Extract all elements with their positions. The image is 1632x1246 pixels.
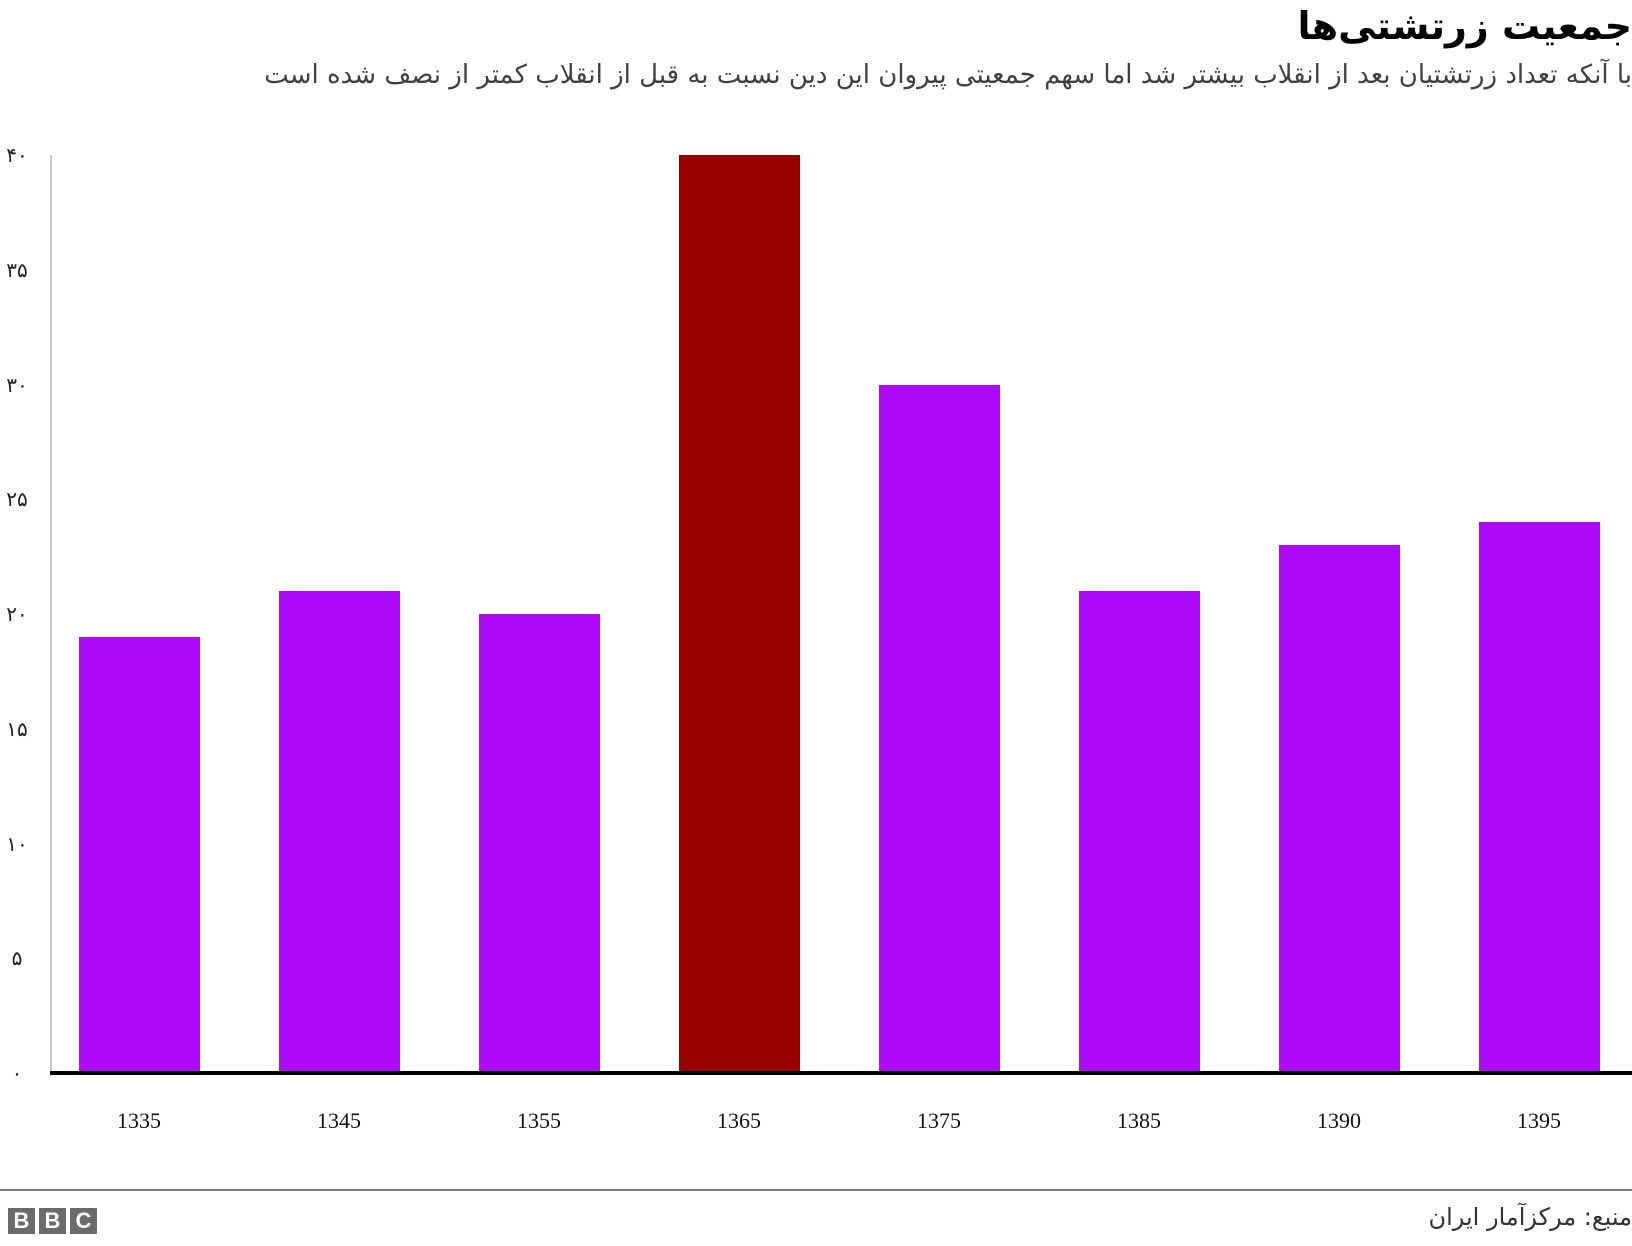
x-tick-label: 1365 (717, 1108, 761, 1133)
x-tick-label: 1345 (317, 1108, 361, 1133)
bar-1345 (278, 591, 400, 1073)
y-tick-label: ۵ (11, 946, 23, 971)
x-tick-label: 1375 (917, 1108, 961, 1133)
y-tick-label: ۱۰ (6, 831, 28, 856)
x-axis-baseline (50, 1071, 1632, 1075)
y-tick-label: ۰ (11, 1061, 23, 1085)
bar-1390 (1278, 545, 1400, 1073)
x-tick-label: 1395 (1517, 1108, 1561, 1133)
bar-1375 (878, 384, 1000, 1073)
y-tick-label: ۱۵ (6, 716, 28, 741)
y-tick-label: ۳۰ (6, 372, 28, 397)
y-axis-line (50, 155, 52, 1075)
bbc-logo-letter: C (70, 1208, 97, 1234)
y-tick-label: ۳۵ (6, 257, 28, 282)
chart-title: جمعیت زرتشتی‌ها (1297, 4, 1632, 48)
bbc-logo: B B C (8, 1208, 97, 1234)
bar-1395 (1478, 522, 1600, 1073)
x-tick-label: 1385 (1117, 1108, 1161, 1133)
x-tick-label: 1355 (517, 1108, 561, 1133)
x-tick-label: 1335 (117, 1108, 161, 1133)
bar-1385 (1078, 591, 1200, 1073)
x-tick-label: 1390 (1317, 1108, 1361, 1133)
bbc-logo-letter: B (39, 1208, 66, 1234)
bar-1365 (678, 155, 800, 1073)
bar-1335 (78, 636, 200, 1073)
y-tick-label: ۲۵ (6, 487, 28, 512)
bbc-logo-letter: B (8, 1208, 35, 1234)
source-note: منبع: مرکزآمار ایران (1428, 1203, 1632, 1231)
y-tick-label: ۲۰ (6, 602, 28, 626)
chart-subtitle: با آنکه تعداد زرتشتیان بعد از انقلاب بیش… (264, 60, 1632, 90)
footer-divider (0, 1189, 1632, 1191)
bar-1355 (478, 614, 600, 1073)
y-tick-label: ۴۰ (6, 143, 28, 167)
